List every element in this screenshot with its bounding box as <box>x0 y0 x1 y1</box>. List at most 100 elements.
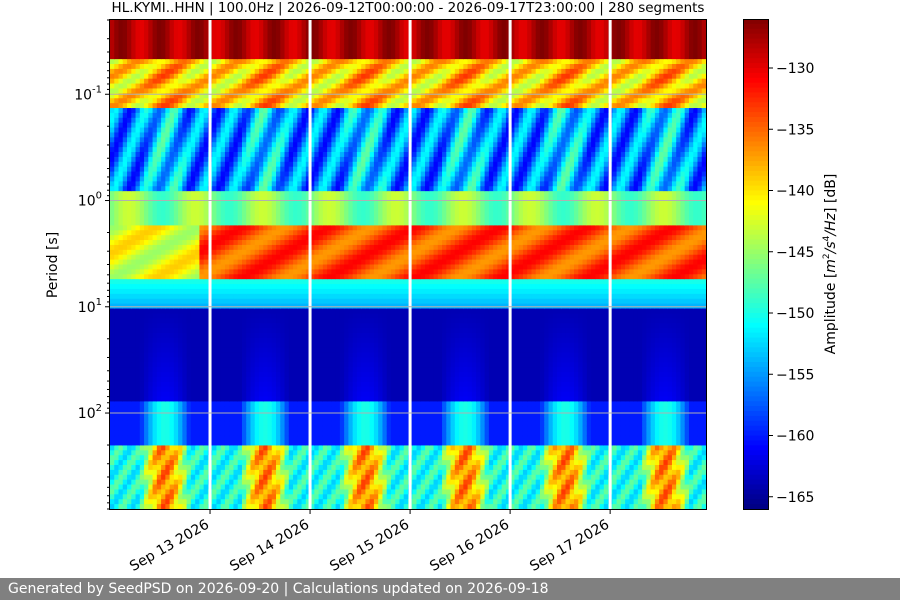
heatmap-cell <box>250 254 256 261</box>
heatmap-cell <box>301 142 307 148</box>
heatmap-cell <box>267 73 273 80</box>
heatmap-cell <box>186 406 192 412</box>
heatmap-cell <box>118 469 124 476</box>
heatmap-cell <box>276 191 281 197</box>
heatmap-cell <box>127 464 132 471</box>
heatmap-cell <box>152 244 158 251</box>
heatmap-cell <box>310 54 315 60</box>
heatmap-cell <box>190 152 196 158</box>
heatmap-cell <box>135 176 141 182</box>
heatmap-cell <box>186 142 192 148</box>
heatmap-cell <box>203 460 209 466</box>
heatmap-cell <box>144 244 149 251</box>
heatmap-cell <box>118 391 124 398</box>
heatmap-cell <box>152 259 158 266</box>
heatmap-cell <box>182 313 188 319</box>
heatmap-cell <box>229 225 235 231</box>
heatmap-cell <box>280 176 286 182</box>
heatmap-cell <box>259 347 264 354</box>
heatmap-cell <box>318 49 324 55</box>
heatmap-cell <box>297 293 303 300</box>
heatmap-cell <box>139 200 145 207</box>
heatmap-cell <box>182 269 188 275</box>
heatmap-cell <box>152 298 158 305</box>
heatmap-cell <box>216 460 222 466</box>
heatmap-cell <box>212 112 218 119</box>
heatmap-cell <box>318 455 324 461</box>
heatmap-cell <box>271 215 277 222</box>
heatmap-cell <box>110 83 115 90</box>
heatmap-cell <box>224 401 230 407</box>
heatmap-cell <box>186 176 192 182</box>
heatmap-cell <box>178 445 183 451</box>
heatmap-cell <box>267 230 273 236</box>
heatmap-cell <box>186 469 192 476</box>
heatmap-cell <box>148 98 154 104</box>
heatmap-cell <box>276 181 281 187</box>
heatmap-cell <box>110 489 115 495</box>
heatmap-cell <box>267 54 273 60</box>
heatmap-cell <box>122 396 128 403</box>
heatmap-cell <box>246 376 252 383</box>
heatmap-cell <box>237 406 243 412</box>
heatmap-cell <box>114 254 120 261</box>
heatmap-cell <box>182 435 188 442</box>
heatmap-cell <box>293 284 298 290</box>
heatmap-cell <box>250 122 256 129</box>
heatmap-cell <box>135 108 141 114</box>
heatmap-cell <box>118 279 124 285</box>
heatmap-cell <box>224 59 230 65</box>
heatmap-cell <box>110 293 115 300</box>
heatmap-cell <box>229 24 235 31</box>
heatmap-cell <box>280 181 286 187</box>
heatmap-cell <box>267 420 273 427</box>
heatmap-cell <box>288 186 294 192</box>
heatmap-cell <box>110 332 115 339</box>
heatmap-cell <box>280 108 286 114</box>
heatmap-cell <box>276 235 281 241</box>
heatmap-cell <box>127 112 132 119</box>
heatmap-cell <box>293 93 298 99</box>
heatmap-cell <box>169 411 175 417</box>
heatmap-cell <box>173 220 179 226</box>
heatmap-cell <box>139 474 145 481</box>
heatmap-cell <box>220 269 226 275</box>
heatmap-cell <box>271 112 277 119</box>
heatmap-cell <box>110 342 115 349</box>
heatmap-cell <box>246 20 252 26</box>
heatmap-cell <box>216 298 222 305</box>
heatmap-cell <box>203 210 209 217</box>
heatmap-cell <box>280 440 286 447</box>
heatmap-cell <box>169 39 175 46</box>
heatmap-cell <box>190 347 196 354</box>
heatmap-cell <box>131 34 137 41</box>
heatmap-cell <box>284 117 290 124</box>
heatmap-cell <box>220 166 226 173</box>
heatmap-cell <box>288 499 294 505</box>
heatmap-cell <box>216 484 222 491</box>
heatmap-cell <box>144 288 149 295</box>
heatmap-cell <box>233 450 239 456</box>
heatmap-cell <box>118 108 124 114</box>
heatmap-cell <box>301 64 307 70</box>
heatmap-cell <box>182 323 188 329</box>
heatmap-cell <box>203 264 209 270</box>
heatmap-cell <box>301 450 307 456</box>
heatmap-cell <box>173 196 179 202</box>
heatmap-cell <box>237 156 243 163</box>
heatmap-cell <box>280 117 286 124</box>
heatmap-cell <box>237 313 243 319</box>
heatmap-cell <box>173 103 179 109</box>
heatmap-cell <box>139 142 145 148</box>
heatmap-cell <box>293 323 298 329</box>
heatmap-cell <box>280 244 286 251</box>
heatmap-cell <box>250 504 256 510</box>
heatmap-cell <box>293 142 298 148</box>
heatmap-cell <box>237 440 243 447</box>
heatmap-cell <box>127 54 132 60</box>
heatmap-cell <box>161 156 166 163</box>
heatmap-cell <box>118 425 124 432</box>
heatmap-cell <box>148 254 154 261</box>
heatmap-cell <box>288 337 294 344</box>
heatmap-cell <box>263 230 269 236</box>
